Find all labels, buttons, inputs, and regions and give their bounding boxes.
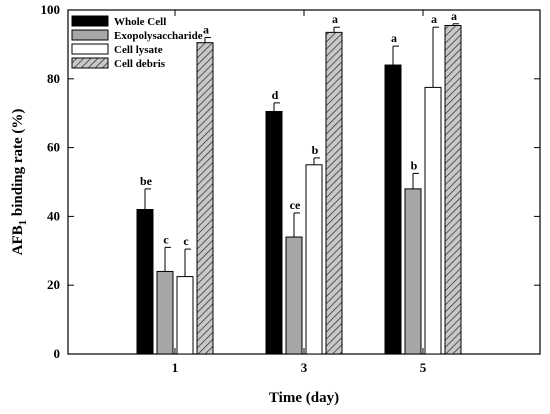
significance-label: c [183,234,189,248]
bar-cell-debris-day-5 [444,24,462,355]
y-axis-title-subscript: 1 [17,220,29,226]
bar-exopolysaccharide-day-5 [404,188,422,355]
y-tick-label: 80 [47,71,60,86]
legend-swatch [71,43,109,55]
bar-whole-cell-day-5 [384,64,402,355]
legend-label: Cell debris [114,58,166,70]
y-axis-title: AFB1 binding rate (%) [10,109,29,256]
y-axis: 0 20 40 60 80 100 [41,2,540,361]
y-tick-label: 20 [47,277,60,292]
significance-label: a [203,23,209,37]
legend-label: Whole Cell [114,16,166,28]
significance-label: b [312,143,319,157]
x-axis-title: Time (day) [269,390,339,406]
significance-label: a [332,12,338,26]
bar-exopolysaccharide-day-3 [285,236,303,355]
significance-label: b [411,158,418,172]
bar-whole-cell-day-3 [265,110,283,355]
bar-cell-lysate-day-3 [305,164,323,355]
y-axis-title-rest: binding rate (%) [10,109,26,220]
significance-label: d [272,88,279,102]
significance-label: a [391,31,397,45]
significance-label: c [163,232,169,246]
bar-whole-cell-day-1 [136,209,154,355]
x-tick-label: 1 [172,360,179,375]
legend-label: Exopolysaccharide [114,30,203,42]
legend: Whole Cell Exopolysaccharide Cell lysate Ce… [71,15,203,70]
bar-cell-lysate-day-5 [424,86,442,355]
y-tick-label: 40 [47,208,60,223]
y-tick-label: 100 [41,2,61,17]
legend-label: Cell lysate [114,44,163,56]
bar-cell-debris-day-1 [196,42,214,355]
bar-cell-lysate-day-1 [176,276,194,355]
x-tick-label: 5 [420,360,427,375]
legend-swatch [71,15,109,27]
x-axis: 1 3 5 [172,10,427,375]
significance-label: a [451,9,457,23]
y-tick-label: 60 [47,140,60,155]
significance-label: be [140,174,153,188]
y-axis-title-main: AFB [10,225,26,255]
x-tick-label: 3 [301,360,308,375]
significance-label: a [431,12,437,26]
significance-label: ce [290,198,301,212]
bar-cell-debris-day-3 [325,31,343,355]
bar-exopolysaccharide-day-1 [156,270,174,355]
legend-swatch [71,57,109,69]
legend-swatch [71,29,109,41]
y-tick-label: 0 [54,346,61,361]
